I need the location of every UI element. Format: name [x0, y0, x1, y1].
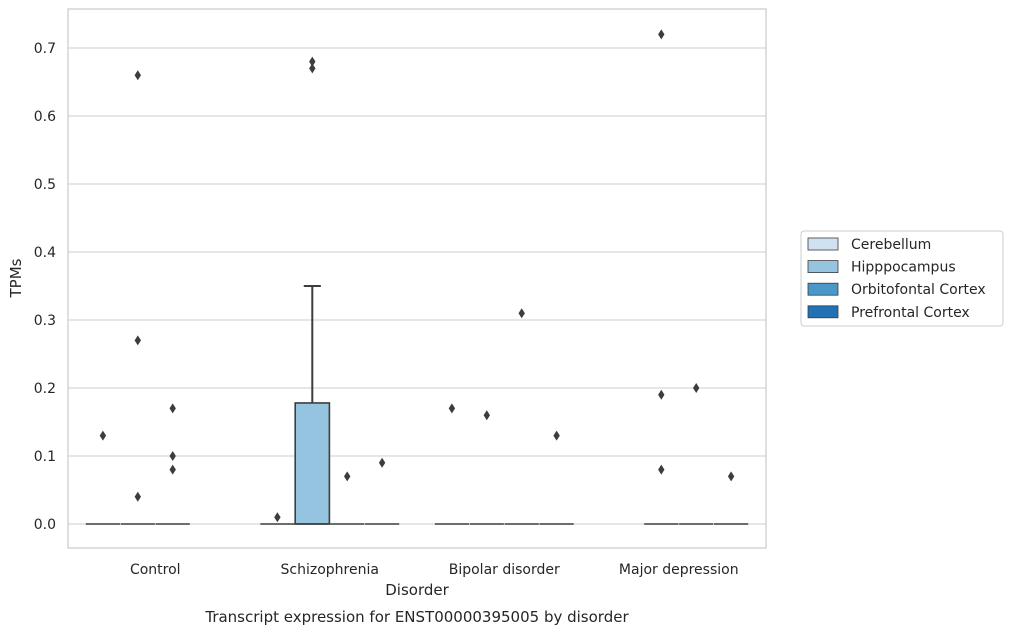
legend-label: Prefrontal Cortex — [851, 305, 970, 321]
chart-title: Transcript expression for ENST0000039500… — [204, 608, 629, 626]
y-axis-label: TPMs — [7, 258, 25, 298]
boxes — [85, 285, 749, 525]
y-tick-label: 0.0 — [34, 517, 56, 533]
outlier-point — [134, 335, 141, 346]
outlier-point — [658, 29, 665, 40]
legend-frame — [800, 230, 1004, 327]
outlier-point — [693, 383, 700, 393]
plot-area — [68, 9, 766, 548]
x-tick-label: Major depression — [619, 562, 739, 578]
outlier-point — [274, 512, 281, 523]
outlier-point — [134, 491, 141, 502]
x-tick-label: Schizophrenia — [281, 562, 379, 578]
outlier-point — [448, 403, 456, 414]
outlier-point — [309, 56, 316, 67]
legend-swatch — [807, 237, 839, 251]
legend-label: Cerebellum — [851, 237, 931, 253]
legend-swatch — [807, 282, 839, 296]
outlier-point — [658, 464, 665, 475]
y-tick-label: 0.2 — [34, 381, 56, 397]
outlier-point — [658, 389, 665, 400]
x-tick-labels: Control Schizophrenia Bipolar disorder Majo… — [130, 562, 739, 578]
y-tick-label: 0.7 — [34, 41, 56, 57]
box — [294, 402, 331, 525]
outlier-point — [134, 70, 141, 81]
x-axis-label: Disorder — [385, 581, 449, 599]
outlier-point — [553, 430, 560, 441]
outliers — [99, 29, 735, 523]
y-tick-labels: 0.0 0.1 0.2 0.3 0.4 0.5 0.6 0.7 — [34, 41, 56, 533]
x-tick-label: Bipolar disorder — [449, 562, 560, 578]
outlier-point — [727, 471, 735, 482]
outlier-point — [378, 457, 386, 468]
outlier-point — [169, 451, 176, 461]
y-tick-label: 0.4 — [34, 245, 56, 261]
legend-swatch — [807, 305, 839, 319]
y-tick-label: 0.1 — [34, 449, 56, 465]
outlier-point — [344, 471, 351, 482]
outlier-point — [309, 63, 316, 74]
plot-frame — [67, 8, 767, 549]
outlier-point — [99, 430, 107, 441]
legend-label: Orbitofontal Cortex — [851, 282, 986, 298]
outlier-point — [518, 308, 525, 319]
x-tick-label: Control — [130, 562, 181, 578]
y-tick-label: 0.6 — [34, 109, 56, 125]
outlier-point — [169, 464, 176, 475]
outlier-point — [483, 410, 490, 421]
y-tick-label: 0.5 — [34, 177, 56, 193]
y-tick-label: 0.3 — [34, 313, 56, 329]
legend: Cerebellum Hipppocampus Orbitofontal Corte… — [800, 230, 1004, 327]
legend-swatch — [807, 260, 839, 274]
box-group — [294, 285, 331, 525]
legend-label: Hipppocampus — [851, 260, 956, 276]
outlier-point — [169, 403, 176, 414]
